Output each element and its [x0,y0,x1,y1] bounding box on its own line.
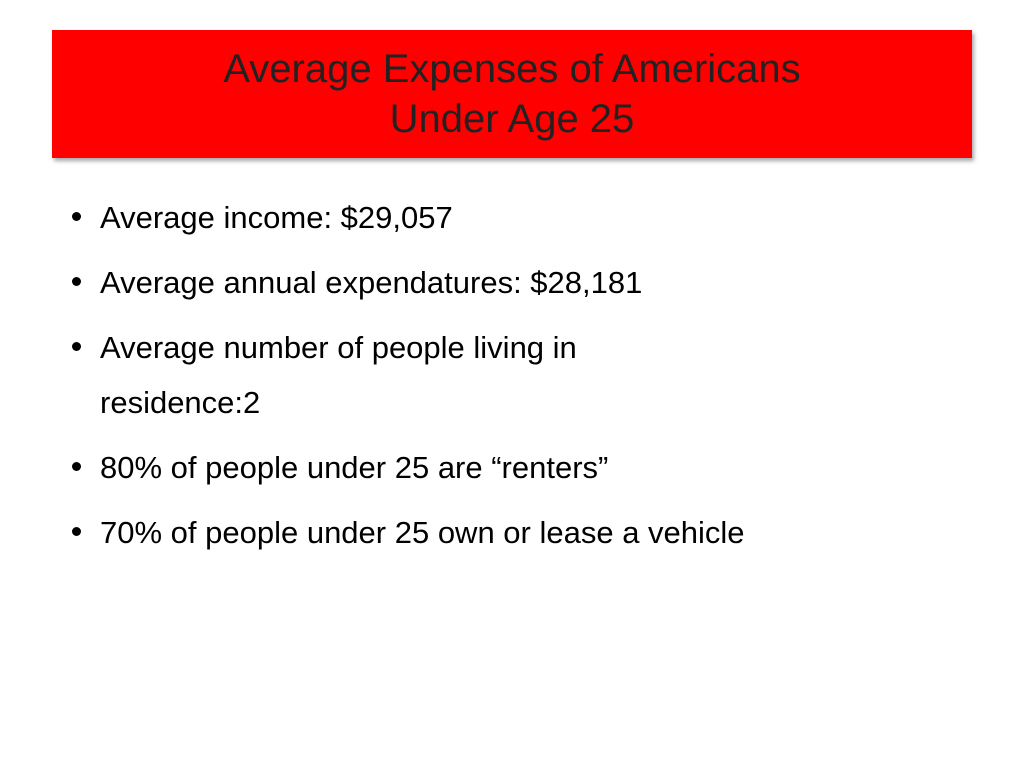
bullet-text: Average income: $29,057 [100,200,453,235]
bullet-text: Average annual expendatures: $28,181 [100,265,643,300]
bullet-item: 80% of people under 25 are “renters” [60,440,1000,495]
bullet-list: Average income: $29,057 Average annual ex… [60,190,1000,570]
bullet-item: Average number of people living in reside… [60,320,1000,430]
bullet-text: residence:2 [100,385,261,420]
bullet-text: Average number of people living in [100,330,577,365]
bullet-text: 80% of people under 25 are “renters” [100,450,609,485]
bullet-text: 70% of people under 25 own or lease a ve… [100,515,745,550]
title-box: Average Expenses of Americans Under Age 2… [52,30,972,158]
title-line: Average Expenses of Americans [223,47,801,91]
bullet-item: 70% of people under 25 own or lease a ve… [60,505,1000,560]
title-line: Under Age 25 [389,97,635,141]
bullet-item: Average income: $29,057 [60,190,1000,245]
bullet-item: Average annual expendatures: $28,181 [60,255,1000,310]
